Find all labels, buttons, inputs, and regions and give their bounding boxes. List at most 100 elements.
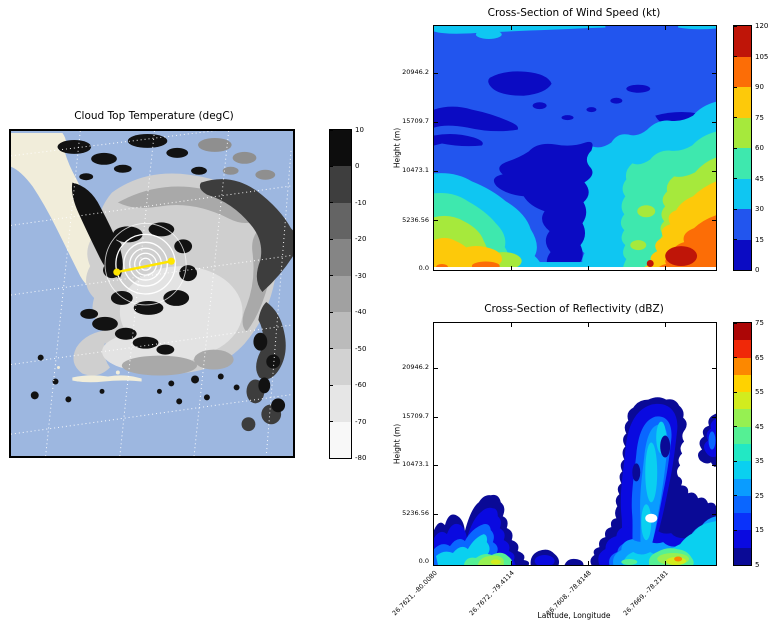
axis-tick-mark	[510, 561, 512, 565]
axis-tick-mark	[664, 323, 666, 327]
colorbar-tick-mark	[734, 391, 737, 393]
axis-tick-mark	[434, 72, 438, 74]
colorbar-tick-label: 75	[755, 319, 764, 327]
refl-echo-free-hole	[645, 513, 658, 523]
refl-ytick: 10473.1	[402, 460, 429, 468]
colorbar-segment	[734, 323, 751, 341]
axis-tick-mark	[434, 416, 438, 418]
colorbar-segment	[734, 87, 751, 118]
colorbar-tick-mark	[330, 238, 333, 240]
axis-tick-mark	[712, 464, 716, 466]
colorbar-segment	[330, 275, 351, 313]
colorbar-tick-mark	[734, 208, 737, 210]
colorbar-segment	[734, 461, 751, 479]
colorbar-tick-mark	[330, 348, 333, 350]
axis-tick-mark	[510, 266, 512, 270]
colorbar-tick-label: -70	[355, 417, 367, 426]
colorbar-tick-mark	[734, 357, 737, 359]
axis-tick-mark	[664, 26, 666, 30]
wind-contour-field	[434, 26, 716, 270]
colorbar-tick-mark	[734, 86, 737, 88]
colorbar-tick-label: 5	[755, 561, 760, 569]
wind-30-45-upper	[434, 26, 716, 39]
colorbar-segment	[734, 409, 751, 427]
colorbar-tick-label: 45	[755, 422, 764, 431]
refl-ytick: 0.0	[418, 557, 429, 565]
colorbar-tick-label: -50	[355, 344, 367, 353]
colorbar-segments	[330, 130, 351, 458]
colorbar-tick-label: 15	[755, 235, 764, 244]
map-colorbar: 10 0 -10 -20 -30 -40 -50 -60 -70 -80	[329, 126, 366, 462]
wind-plot	[433, 25, 717, 271]
map-title: Cloud Top Temperature (degC)	[74, 110, 234, 122]
axis-tick-mark	[434, 170, 438, 172]
axis-tick-mark	[712, 72, 716, 74]
wind-ytick: 15709.7	[402, 117, 429, 125]
colorbar-segment	[734, 547, 751, 565]
colorbar-tick-label: 0	[755, 266, 760, 274]
colorbar-segment	[734, 443, 751, 462]
refl-ytick: 5236.56	[402, 509, 429, 517]
wind-ytick: 20946.2	[402, 68, 429, 76]
colorbar-segment	[734, 495, 751, 514]
refl-ylabel: Height (m)	[392, 423, 402, 465]
axis-tick-mark	[712, 367, 716, 369]
wind-title: Cross-Section of Wind Speed (kt)	[487, 7, 661, 19]
map-plot	[9, 129, 295, 458]
colorbar-tick-mark	[734, 239, 737, 240]
colorbar-tick-label: 10	[355, 126, 364, 134]
colorbar-segment	[330, 166, 351, 203]
colorbar-tick-mark	[734, 564, 737, 566]
colorbar-segment	[734, 530, 751, 548]
colorbar-tick-mark	[734, 147, 737, 149]
colorbar-tick-label: 0	[355, 162, 360, 171]
colorbar-tick-label: -60	[355, 381, 367, 390]
refl-ytick: 15709.7	[402, 412, 429, 420]
colorbar-segment	[734, 357, 751, 375]
colorbar-tick-mark	[330, 457, 333, 459]
colorbar-tick-label: 45	[755, 174, 764, 183]
wind-ytick: 5236.56	[402, 216, 429, 224]
refl-xlabel: Latitude, Longitude	[537, 611, 611, 620]
colorbar-segment	[734, 178, 751, 209]
colorbar-tick-mark	[734, 495, 737, 497]
colorbar-tick-mark	[734, 178, 737, 179]
refl-title: Cross-Section of Reflectivity (dBZ)	[484, 303, 664, 315]
wind-ytick: 0.0	[418, 264, 429, 272]
refl-colorbar: 75 65 55 45 35 25 15 5	[733, 319, 764, 569]
colorbar-tick-label: 75	[755, 113, 764, 122]
colorbar-tick-mark	[330, 275, 333, 277]
colorbar-tick-mark	[734, 269, 737, 271]
colorbar-tick-mark	[734, 25, 737, 27]
colorbar-tick-mark	[734, 426, 737, 428]
axis-tick-mark	[587, 323, 589, 327]
colorbar-tick-label: -80	[355, 454, 367, 462]
colorbar-tick-mark	[330, 129, 333, 131]
colorbar-segment	[734, 239, 751, 270]
wind-30-45-bottom-strip	[531, 262, 604, 268]
axis-tick-mark	[587, 26, 589, 30]
colorbar-tick-mark	[734, 460, 737, 462]
colorbar-tick-label: 55	[755, 388, 764, 397]
colorbar-segment	[734, 426, 751, 444]
colorbar-segment	[330, 130, 351, 167]
wind-colorbar: 120 105 90 75 60 45 30 15 0	[733, 22, 768, 274]
graticule-lines	[11, 131, 293, 456]
colorbar-tick-label: 105	[755, 52, 769, 61]
refl-60dbz-core	[674, 556, 683, 562]
colorbar-segment	[734, 392, 751, 410]
colorbar-tick-mark	[330, 311, 333, 313]
colorbar-tick-mark	[330, 202, 333, 204]
colorbar-tick-mark	[734, 56, 737, 57]
axis-tick-mark	[510, 323, 512, 327]
refl-ytick: 20946.2	[402, 363, 429, 371]
refl-contour-field	[434, 323, 716, 565]
colorbar-segment	[330, 312, 351, 349]
axis-tick-mark	[712, 513, 716, 515]
colorbar-tick-mark	[734, 529, 737, 531]
colorbar-tick-label: 35	[755, 457, 764, 466]
colorbar-tick-mark	[734, 322, 737, 324]
axis-tick-mark	[434, 513, 438, 515]
axis-tick-mark	[434, 121, 438, 123]
